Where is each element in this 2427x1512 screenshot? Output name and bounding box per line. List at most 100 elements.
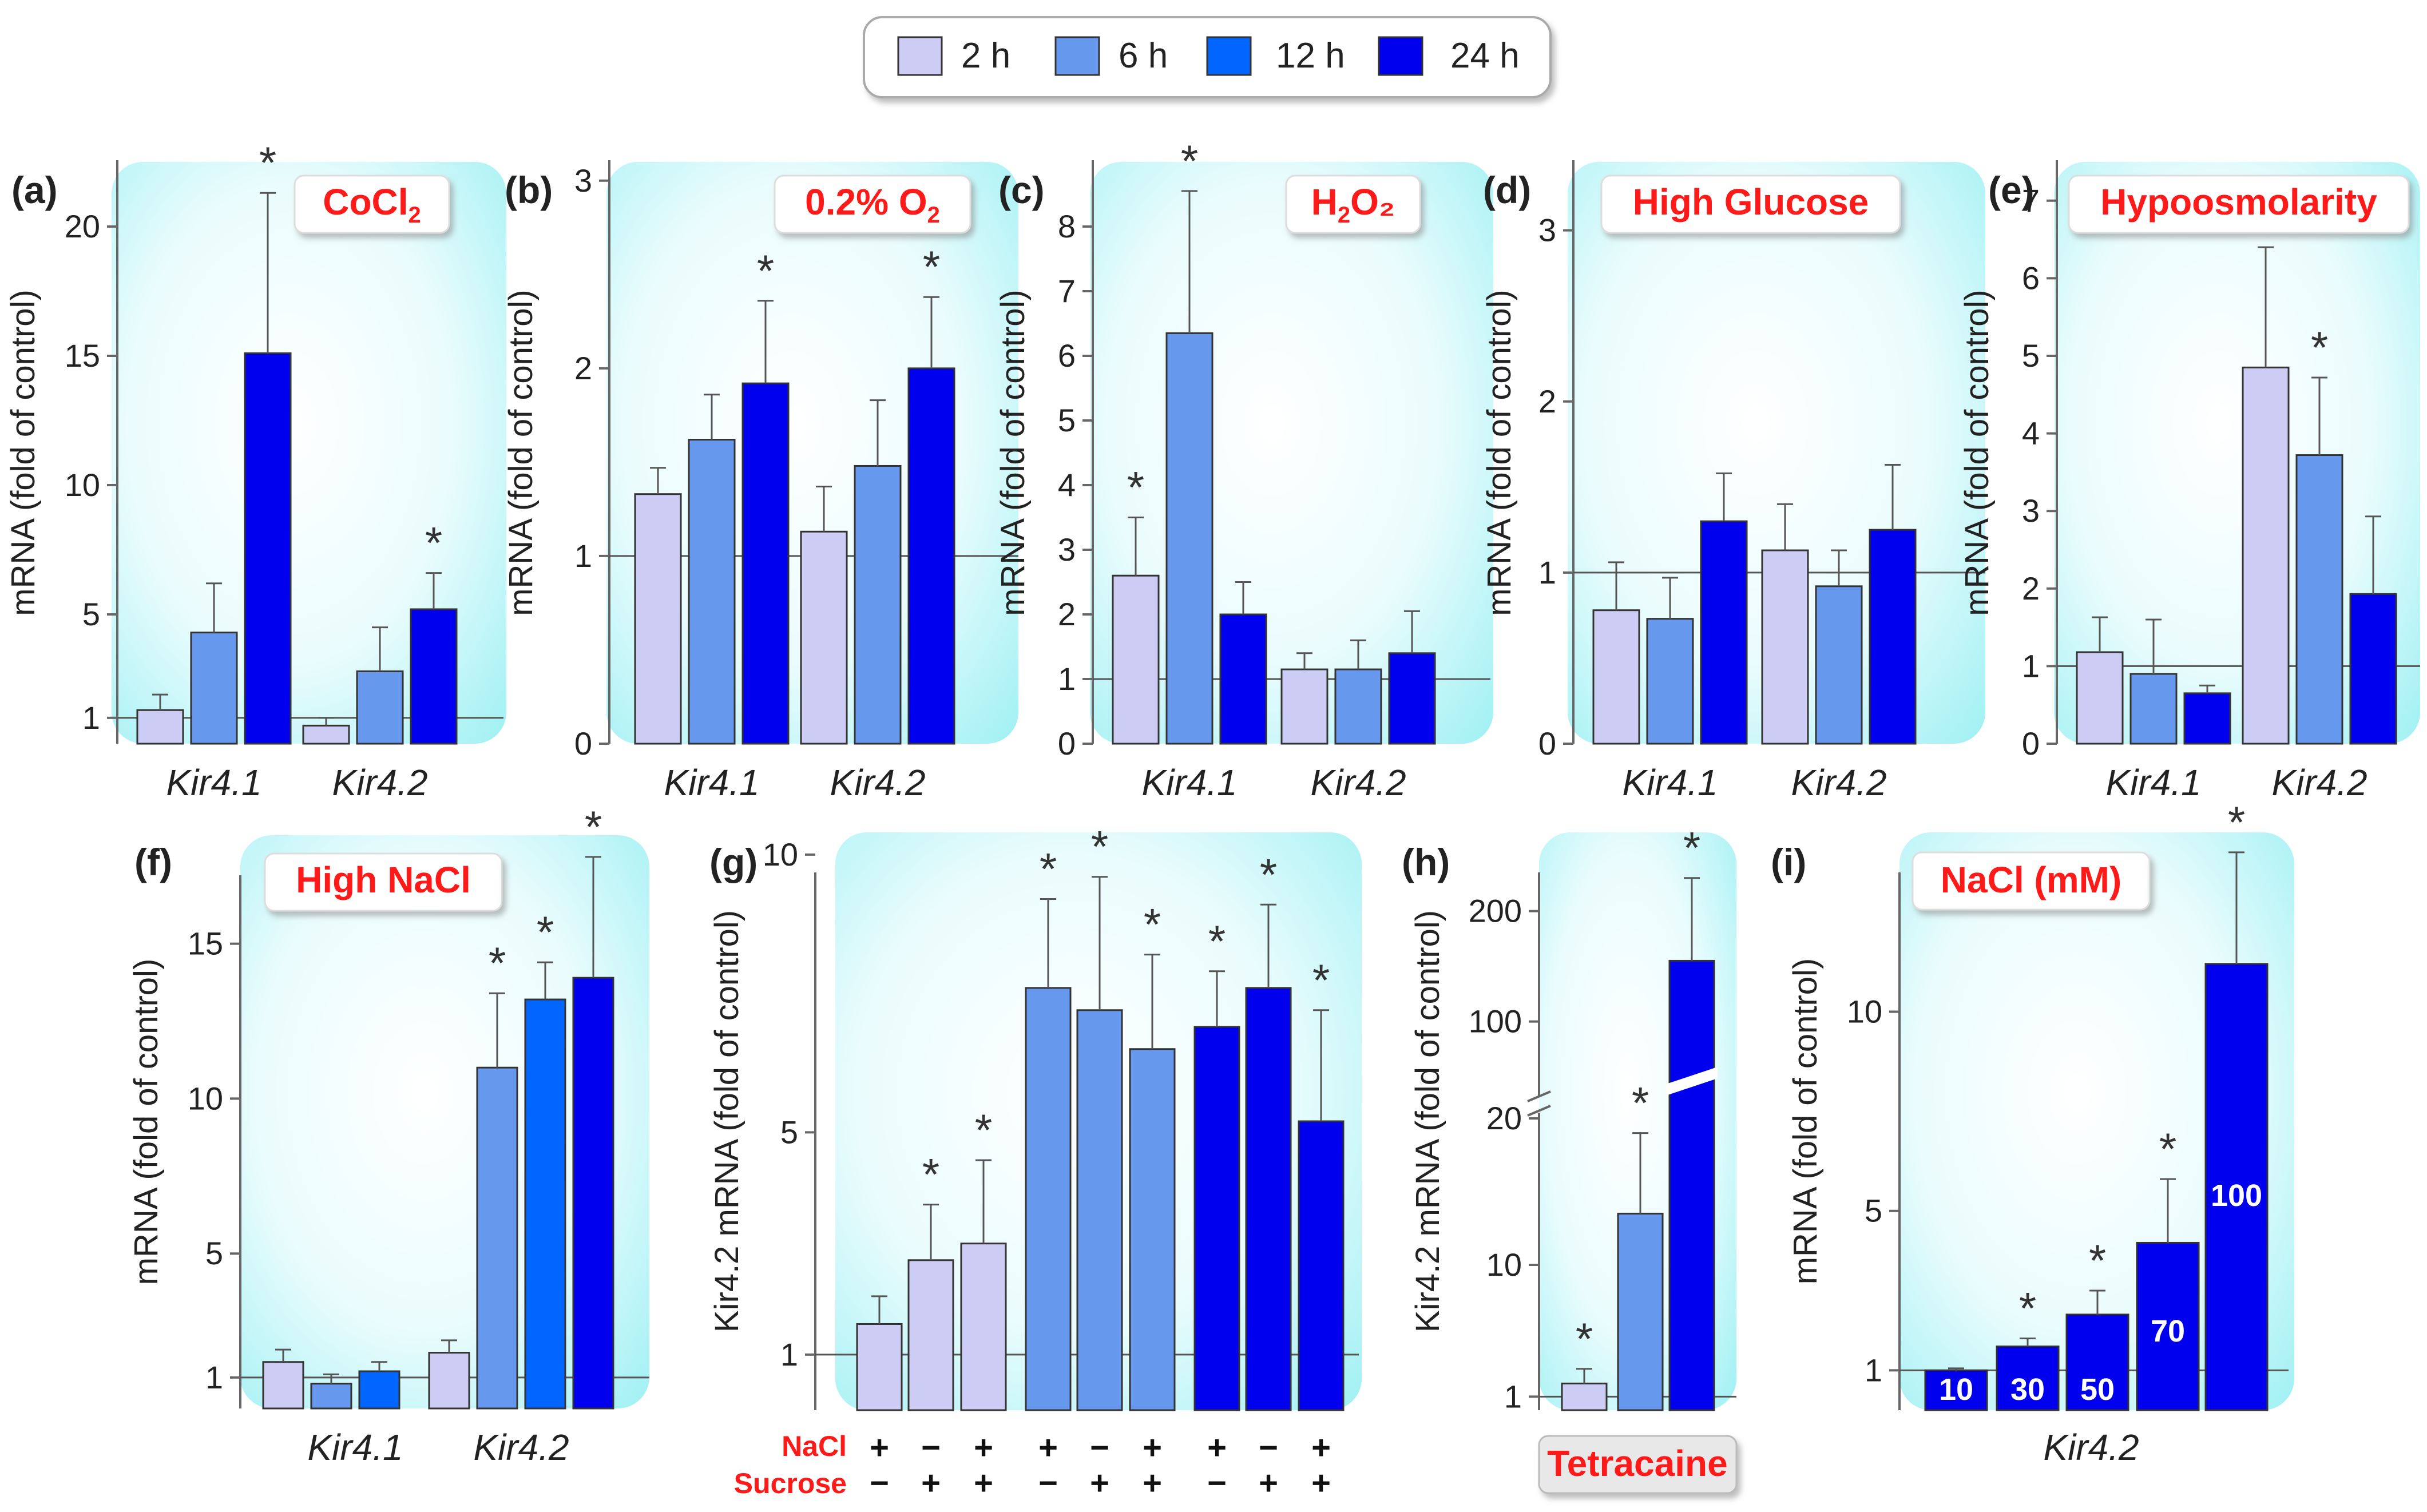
panel-g-significance-star-4: * [1091, 822, 1108, 872]
panel-c-tick-label: 8 [1058, 208, 1076, 244]
panel-g-significance-star-3: * [1040, 844, 1057, 894]
panel-c-tick-label: 4 [1058, 467, 1076, 503]
panel-h-significance-star-1: * [1632, 1078, 1649, 1128]
panel-e-tick-label: 4 [2022, 415, 2040, 451]
panel-i-category-label: Kir4.2 [2043, 1427, 2139, 1468]
panel-e-bar-4 [2295, 454, 2343, 745]
panel-g-sucrose-sign: + [1259, 1465, 1278, 1502]
panel-i-bar-4 [2204, 963, 2269, 1411]
panel-g-bar-3 [1025, 987, 1072, 1411]
panel-h-bar-1 [1617, 1212, 1664, 1411]
panel-h-tick-label: 200 [1469, 893, 1522, 929]
panel-e-category-label: Kir4.1 [2105, 762, 2201, 803]
panel-c-letter: (c) [998, 169, 1045, 211]
panel-g-nacl-sign: − [921, 1429, 941, 1466]
panel-d-tick-label: 2 [1538, 383, 1556, 419]
panel-i-significance-star-3: * [2159, 1124, 2176, 1174]
panel-a-category-label: Kir4.1 [166, 762, 261, 803]
panel-f-bar-3 [428, 1352, 470, 1410]
panel-c-bar-3 [1280, 668, 1328, 745]
panel-g-significance-star-1: * [922, 1149, 939, 1200]
panel-c-tick-label: 3 [1058, 531, 1076, 568]
panel-h-letter: (h) [1402, 841, 1450, 883]
panel-a-background [112, 162, 506, 744]
panel-e-letter: (e) [1988, 169, 2035, 211]
panel-g-nacl-sign: + [1143, 1429, 1162, 1466]
panel-a-title: CoCl2 [323, 181, 421, 228]
panel-i-letter: (i) [1771, 841, 1806, 883]
panel-h: 1 10 20 100 200 * * * (h) Kir4.2 mRNA (fold of co… [1402, 823, 1738, 1494]
panel-b-letter: (b) [505, 169, 553, 211]
panel-g-significance-star-8: * [1312, 955, 1330, 1005]
legend-label-6h: 6 h [1119, 36, 1168, 76]
panel-f-bar-0 [262, 1361, 304, 1410]
panel-g-bar-7 [1245, 987, 1292, 1411]
panel-f-bar-5 [524, 998, 566, 1410]
panel-a-significance-star-2: * [259, 137, 276, 188]
panel-f-bar-4 [476, 1066, 518, 1410]
panel-c-tick-label: 5 [1058, 402, 1076, 438]
panel-c-tick-label: 7 [1058, 273, 1076, 309]
panel-d-tick-label: 1 [1538, 554, 1556, 590]
panel-g-sucrose-sign: − [870, 1465, 889, 1502]
panel-g-bar-5 [1129, 1048, 1176, 1411]
panel-g-bar-6 [1193, 1026, 1240, 1411]
panel-g-significance-star-2: * [975, 1105, 992, 1155]
panel-f-tick-label: 10 [188, 1080, 223, 1116]
panel-e-y-axis-label: mRNA (fold of control) [1958, 289, 1996, 616]
panel-g-significance-star-6: * [1208, 916, 1226, 966]
panel-b-tick-label: 1 [574, 538, 592, 574]
panel-a-title-box [294, 174, 450, 234]
panel-g-tick-label: 5 [780, 1114, 798, 1150]
legend-label-12h: 12 h [1276, 36, 1345, 76]
panel-e-bar-0 [2076, 651, 2124, 745]
panel-d-bar-4 [1815, 585, 1863, 745]
panel-i-bar-label-4: 100 [2211, 1178, 2262, 1213]
panel-a-tick-label: 20 [65, 208, 100, 244]
panel-g-row-label-sucrose: Sucrose [734, 1467, 847, 1499]
panel-d-bar-5 [1869, 529, 1917, 745]
panel-i-y-axis-label: mRNA (fold of control) [1787, 958, 1824, 1285]
panel-i-title: NaCl (mM) [1941, 859, 2121, 900]
panel-a-y-axis-label: mRNA (fold of control) [5, 289, 42, 616]
panel-d-tick-label: 0 [1538, 725, 1556, 761]
panel-c-bar-1 [1165, 332, 1214, 745]
panel-i-tick-label: 5 [1865, 1193, 1882, 1229]
panel-g-bar-8 [1298, 1120, 1345, 1411]
panel-f-tick-label: 5 [205, 1235, 223, 1271]
panel-e-tick-label: 6 [2022, 260, 2040, 296]
panel-e-bar-5 [2349, 593, 2397, 745]
panel-f-significance-star-5: * [537, 907, 554, 957]
panel-b: 0 1 2 3 * Kir4.1 * Kir4.2 (b) mRNA (fold of contr… [502, 160, 1018, 803]
panel-a-bar-1 [190, 632, 238, 745]
panel-b-significance-star-5: * [923, 241, 940, 292]
panel-a-bar-3 [302, 724, 350, 745]
panel-b-category-label: Kir4.1 [664, 762, 759, 803]
panel-h-significance-star-2: * [1683, 823, 1700, 873]
panel-b-title: 0.2% O2 [805, 181, 940, 228]
panel-c-title-box [1285, 174, 1421, 234]
panel-e-bar-1 [2129, 673, 2178, 745]
panel-c-bar-4 [1334, 668, 1382, 745]
legend-swatch-6h [1054, 36, 1100, 76]
panel-i-tick-label: 1 [1865, 1352, 1882, 1388]
legend-label-24h: 24 h [1450, 36, 1520, 76]
legend-label-2h: 2 h [961, 36, 1010, 76]
panel-g-bar-0 [856, 1323, 903, 1411]
panel-i-bar-1 [1996, 1346, 2060, 1411]
panel-g-sucrose-sign: − [1207, 1465, 1227, 1502]
panel-h-axis-break-mark [1527, 1090, 1551, 1102]
panel-g-bar-2 [960, 1243, 1007, 1411]
panel-g-nacl-sign: + [1038, 1429, 1058, 1466]
panel-f-category-label: Kir4.1 [307, 1427, 403, 1468]
panel-g-sucrose-sign: − [1038, 1465, 1058, 1502]
panel-i-bar-3 [2136, 1241, 2200, 1411]
panel-b-tick-label: 0 [574, 725, 592, 761]
panel-g-letter: (g) [709, 841, 758, 883]
panel-i: 1 5 10 10 * 30 * 50 * 70 * 100 Kir4.2 (i) mRNA (fold o… [1771, 797, 2294, 1468]
panel-d-letter: (d) [1483, 169, 1531, 211]
panel-i-bar-label-3: 70 [2151, 1314, 2185, 1348]
panel-d-bar-1 [1646, 618, 1694, 745]
